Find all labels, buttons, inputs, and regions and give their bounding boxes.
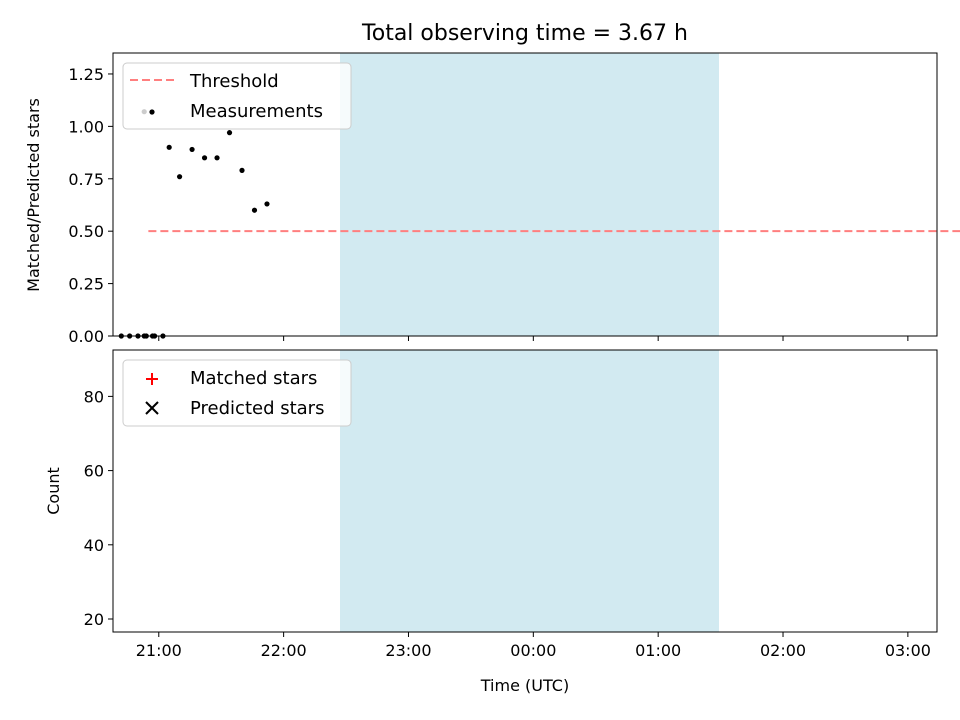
- measurement-point: [214, 155, 220, 161]
- top-legend: Threshold Measurements: [122, 62, 352, 130]
- measurement-point: [189, 146, 195, 153]
- top-y-tick-label: 1.25: [68, 65, 104, 84]
- x-tick-label: 03:00: [885, 641, 931, 660]
- top-legend-box: [122, 62, 352, 130]
- top-y-axis-ticks: 0.00 0.25 0.50 0.75 1.00 1.25: [68, 65, 113, 346]
- bottom-panel: 20 40 60 80 21:00 22:00 23:00 00:00 01:00 02:00 0…: [44, 349, 938, 695]
- bottom-y-axis-ticks: 20 40 60 80: [84, 387, 113, 629]
- x-tick-label: 21:00: [136, 641, 182, 660]
- x-tick-label: 01:00: [635, 641, 681, 660]
- bottom-y-tick-label: 80: [84, 387, 104, 406]
- bottom-y-tick-label: 40: [84, 536, 104, 555]
- x-tick-label: 23:00: [385, 641, 431, 660]
- measurement-point: [201, 155, 208, 161]
- x-tick-label: 02:00: [760, 641, 806, 660]
- x-tick-label: 00:00: [510, 641, 556, 660]
- top-y-axis-label: Matched/Predicted stars: [24, 98, 43, 292]
- bottom-legend-box: [122, 359, 352, 427]
- top-y-tick-label: 0.50: [68, 222, 104, 241]
- bottom-y-tick-label: 60: [84, 462, 104, 481]
- legend-threshold-label: Threshold: [189, 71, 279, 92]
- top-y-tick-label: 0.00: [68, 327, 104, 346]
- top-highlight-span: [340, 53, 719, 336]
- legend-matched-swatch: [146, 373, 158, 385]
- measurement-point: [226, 130, 233, 136]
- top-y-tick-label: 1.00: [68, 117, 104, 136]
- legend-matched-label: Matched stars: [190, 368, 317, 389]
- legend-measurements-swatch: [149, 109, 155, 115]
- bottom-plot-frame: [112, 349, 938, 633]
- figure-title: Total observing time = 3.67 h: [361, 21, 688, 46]
- top-plot-frame: [112, 52, 938, 337]
- top-panel: 0.00 0.25 0.50 0.75 1.00 1.25 Matched/Predict…: [24, 52, 960, 346]
- measurement-point: [166, 144, 172, 150]
- measurement-point: [251, 207, 258, 213]
- bottom-y-tick-label: 20: [84, 610, 104, 629]
- x-tick-label: 22:00: [261, 641, 307, 660]
- measurements-layer: [118, 109, 270, 339]
- top-y-tick-label: 0.75: [68, 170, 104, 189]
- measurement-point: [239, 167, 245, 173]
- legend-predicted-label: Predicted stars: [190, 398, 324, 419]
- bottom-y-axis-label: Count: [44, 467, 63, 515]
- bottom-highlight-span: [340, 350, 719, 632]
- legend-predicted-swatch: [145, 401, 159, 415]
- bottom-legend: Matched stars Predicted stars: [122, 359, 352, 427]
- legend-measurements-label: Measurements: [190, 101, 323, 122]
- top-x-axis-ticks: [158, 336, 909, 341]
- bottom-x-axis-label: Time (UTC): [480, 676, 569, 695]
- measurement-point: [264, 201, 270, 207]
- top-y-tick-label: 0.25: [68, 275, 104, 294]
- measurement-point: [176, 174, 183, 180]
